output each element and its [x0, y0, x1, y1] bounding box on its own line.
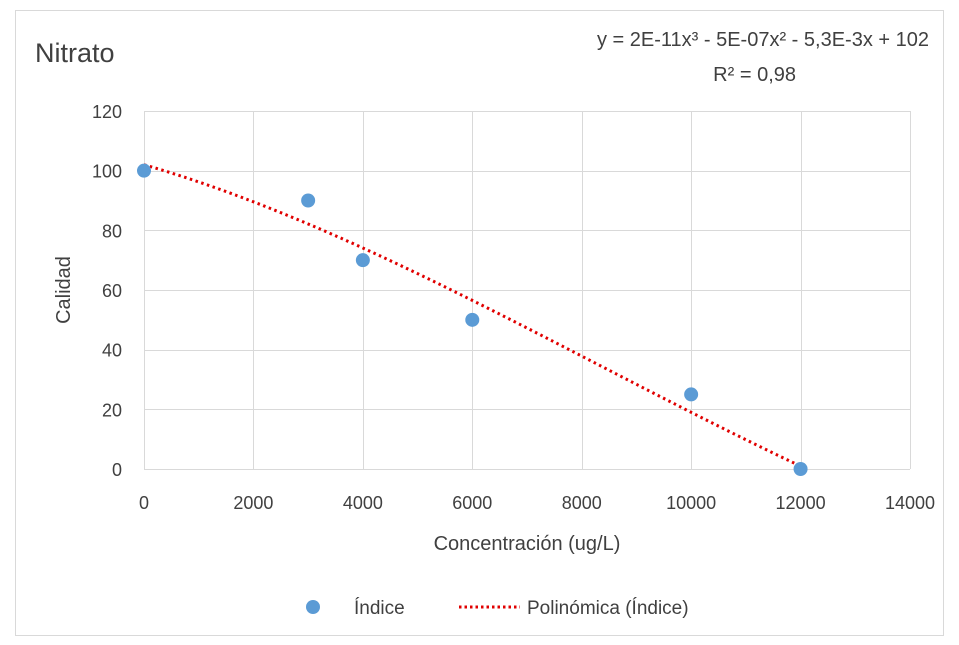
trendline-layer [143, 163, 802, 468]
y-tick-label: 100 [92, 162, 122, 182]
grid [144, 111, 911, 469]
y-tick-label: 40 [102, 341, 122, 361]
chart-title: Nitrato [35, 38, 115, 68]
x-tick-label: 2000 [233, 493, 273, 513]
trendline-r2: R² = 0,98 [713, 64, 796, 86]
data-point [465, 312, 480, 327]
x-tick-label: 0 [139, 493, 149, 513]
legend-label-trendline: Polinómica (Índice) [527, 598, 689, 619]
x-tick-label: 4000 [343, 493, 383, 513]
y-tick-label: 0 [112, 460, 122, 480]
x-tick-label: 14000 [885, 493, 935, 513]
x-tick-label: 10000 [666, 493, 716, 513]
x-tick-label: 8000 [562, 493, 602, 513]
tick-labels: 0 20 40 60 80 100 120 0 2000 4000 6000 8000 10000 120… [92, 102, 935, 513]
y-tick-label: 20 [102, 400, 122, 420]
y-tick-label: 80 [102, 221, 122, 241]
x-tick-label: 6000 [452, 493, 492, 513]
y-tick-label: 120 [92, 102, 122, 122]
data-point [137, 163, 151, 178]
legend-label-indice: Índice [354, 598, 405, 619]
legend: Índice Polinómica (Índice) [306, 598, 689, 619]
x-tick-label: 12000 [776, 493, 826, 513]
y-tick-label: 60 [102, 281, 122, 301]
chart-border [15, 10, 944, 636]
data-point [355, 253, 370, 268]
data-point [793, 462, 808, 476]
trendline-equation: y = 2E-11x³ - 5E-07x² - 5,3E-3x + 102 [597, 29, 929, 51]
x-axis-label: Concentración (ug/L) [434, 533, 621, 555]
y-axis-label: Calidad [53, 256, 75, 324]
data-point [684, 387, 699, 402]
trendline-path [143, 163, 802, 468]
legend-marker-indice [306, 600, 320, 614]
points-layer [137, 163, 808, 476]
data-point [301, 193, 316, 208]
